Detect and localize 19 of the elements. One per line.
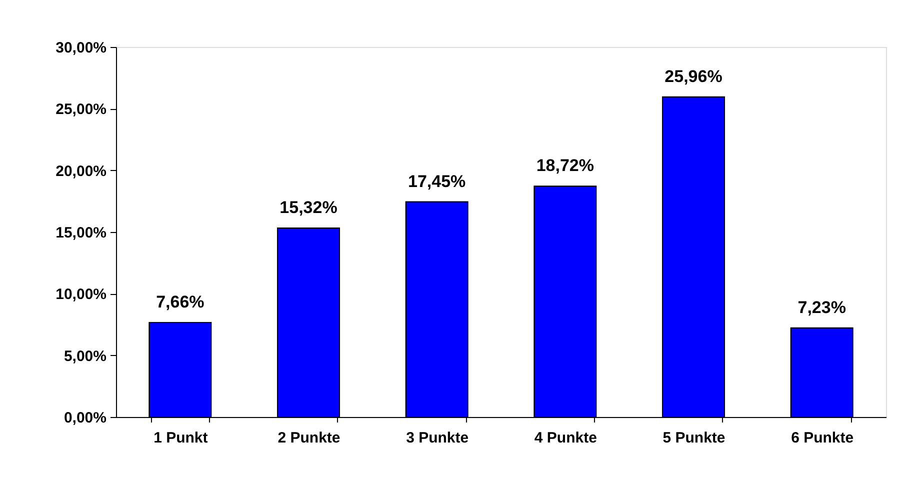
y-tick-label: 5,00%	[64, 348, 106, 365]
data-label: 25,96%	[664, 66, 722, 86]
y-tick-label: 0,00%	[64, 410, 106, 426]
y-tick-label: 20,00%	[56, 162, 106, 180]
y-tick-label: 15,00%	[56, 224, 106, 242]
data-label: 7,23%	[798, 298, 846, 317]
x-tick-label: 5 Punkte	[662, 430, 726, 446]
data-label: 15,32%	[280, 198, 338, 218]
x-tick-label: 4 Punkte	[534, 430, 597, 446]
y-tick-label: 25,00%	[56, 101, 106, 118]
y-tick-label: 10,00%	[56, 286, 106, 304]
y-tick-label: 30,00%	[56, 40, 106, 56]
data-label: 17,45%	[408, 172, 466, 191]
x-tick-label: 3 Punkte	[406, 430, 469, 446]
x-tick-label: 2 Punkte	[278, 430, 340, 446]
data-label: 7,66%	[156, 292, 204, 312]
x-tick-label: 1 Punkt	[154, 430, 208, 446]
data-label: 18,72%	[536, 156, 594, 176]
x-tick-label: 6 Punkte	[791, 430, 854, 446]
